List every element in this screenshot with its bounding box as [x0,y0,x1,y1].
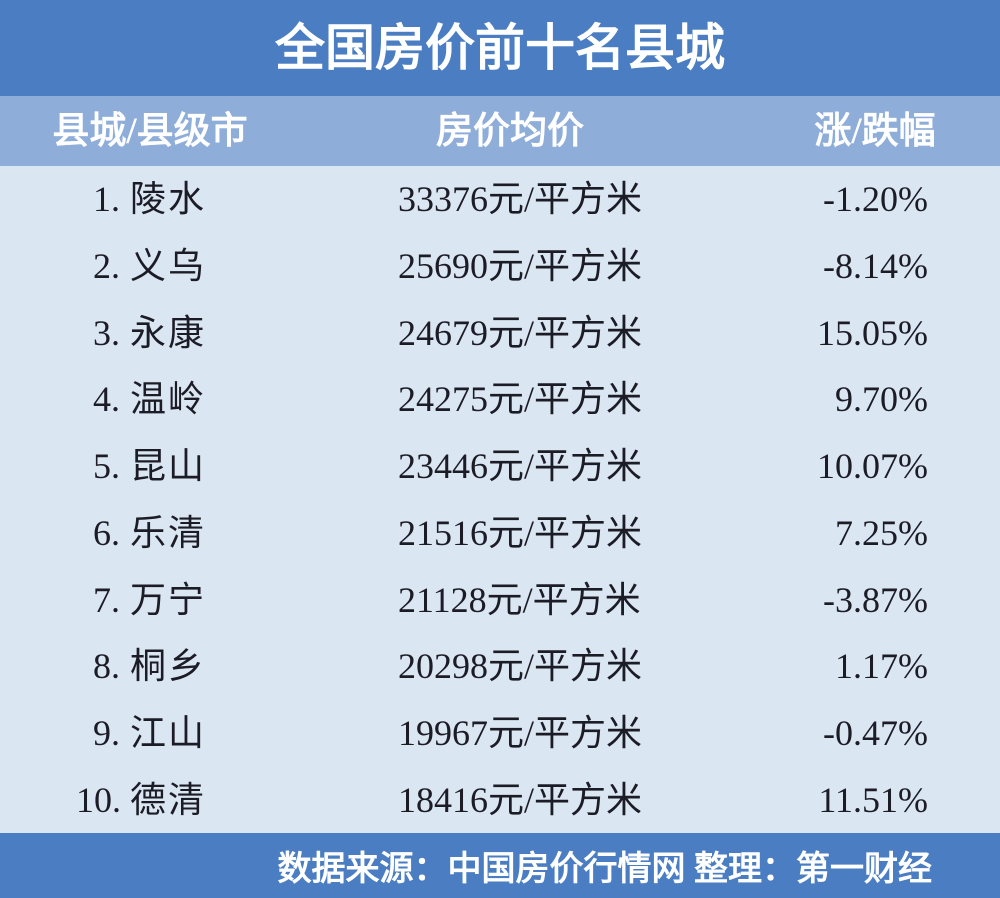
county-name: 万宁 [130,579,207,620]
rank-label: 7. [93,579,120,620]
column-header-county: 县城/县级市 [52,110,248,152]
price-value: 21128元/平方米 [398,579,641,620]
source-footer: 数据来源：中国房价行情网 整理：第一财经 [0,833,1000,898]
price-value: 18416元/平方米 [398,779,643,820]
change-value: -1.20% [823,179,928,220]
table-row: 10. 德清 18416元/平方米 11.51% [0,766,1000,833]
table-row: 8. 桐乡 20298元/平方米 1.17% [0,633,1000,700]
table-row: 4. 温岭 24275元/平方米 9.70% [0,366,1000,433]
rank-label: 6. [93,512,120,553]
county-cell: 4. 温岭 [0,381,300,417]
county-cell: 7. 万宁 [0,582,300,618]
county-name: 乐清 [130,512,207,553]
table-row: 5. 昆山 23446元/平方米 10.07% [0,433,1000,500]
table-row: 9. 江山 19967元/平方米 -0.47% [0,700,1000,767]
change-value: 10.07% [817,446,928,487]
column-header-change: 涨/跌幅 [814,110,936,152]
county-cell: 2. 义乌 [0,248,300,284]
county-name: 永康 [130,312,207,353]
rank-label: 10. [76,779,121,820]
price-value: 24275元/平方米 [398,379,643,420]
county-name: 温岭 [130,379,207,420]
county-name: 陵水 [130,179,207,220]
county-cell: 5. 昆山 [0,448,300,484]
rank-label: 1. [93,179,120,220]
table-body: 1. 陵水 33376元/平方米 -1.20% 2. 义乌 25690元/平方米… [0,166,1000,833]
table-row: 6. 乐清 21516元/平方米 7.25% [0,499,1000,566]
rank-label: 8. [93,646,120,687]
rank-label: 2. [93,246,120,287]
source-text: 数据来源：中国房价行情网 整理：第一财经 [277,851,933,888]
county-cell: 9. 江山 [0,715,300,751]
column-header-price: 房价均价 [436,110,584,152]
change-value: 7.25% [835,512,928,553]
price-value: 19967元/平方米 [398,712,643,753]
rank-label: 5. [93,446,120,487]
county-name: 桐乡 [130,646,207,687]
rank-label: 3. [93,312,120,353]
price-value: 23446元/平方米 [398,446,643,487]
county-cell: 8. 桐乡 [0,648,300,684]
county-cell: 3. 永康 [0,315,300,351]
price-value: 20298元/平方米 [398,646,643,687]
price-value: 25690元/平方米 [398,246,643,287]
county-name: 昆山 [130,446,207,487]
county-cell: 6. 乐清 [0,515,300,551]
page-title: 全国房价前十名县城 [275,20,725,76]
county-name: 义乌 [130,246,207,287]
change-value: -3.87% [823,579,928,620]
price-value: 24679元/平方米 [398,312,643,353]
rank-label: 4. [93,379,120,420]
table-header-row: 县城/县级市 房价均价 涨/跌幅 [0,96,1000,166]
county-cell: 1. 陵水 [0,181,300,217]
table-row: 2. 义乌 25690元/平方米 -8.14% [0,233,1000,300]
change-value: 9.70% [835,379,928,420]
change-value: -8.14% [823,246,928,287]
county-name: 江山 [130,712,207,753]
table-row: 3. 永康 24679元/平方米 15.05% [0,299,1000,366]
title-banner: 全国房价前十名县城 [0,0,1000,96]
table-row: 7. 万宁 21128元/平方米 -3.87% [0,566,1000,633]
price-value: 21516元/平方米 [398,512,643,553]
change-value: 1.17% [835,646,928,687]
county-cell: 10. 德清 [0,782,300,818]
change-value: 15.05% [817,312,928,353]
price-value: 33376元/平方米 [398,179,643,220]
change-value: 11.51% [818,779,928,820]
rank-label: 9. [93,712,120,753]
table-row: 1. 陵水 33376元/平方米 -1.20% [0,166,1000,233]
change-value: -0.47% [823,712,928,753]
county-name: 德清 [130,779,207,820]
